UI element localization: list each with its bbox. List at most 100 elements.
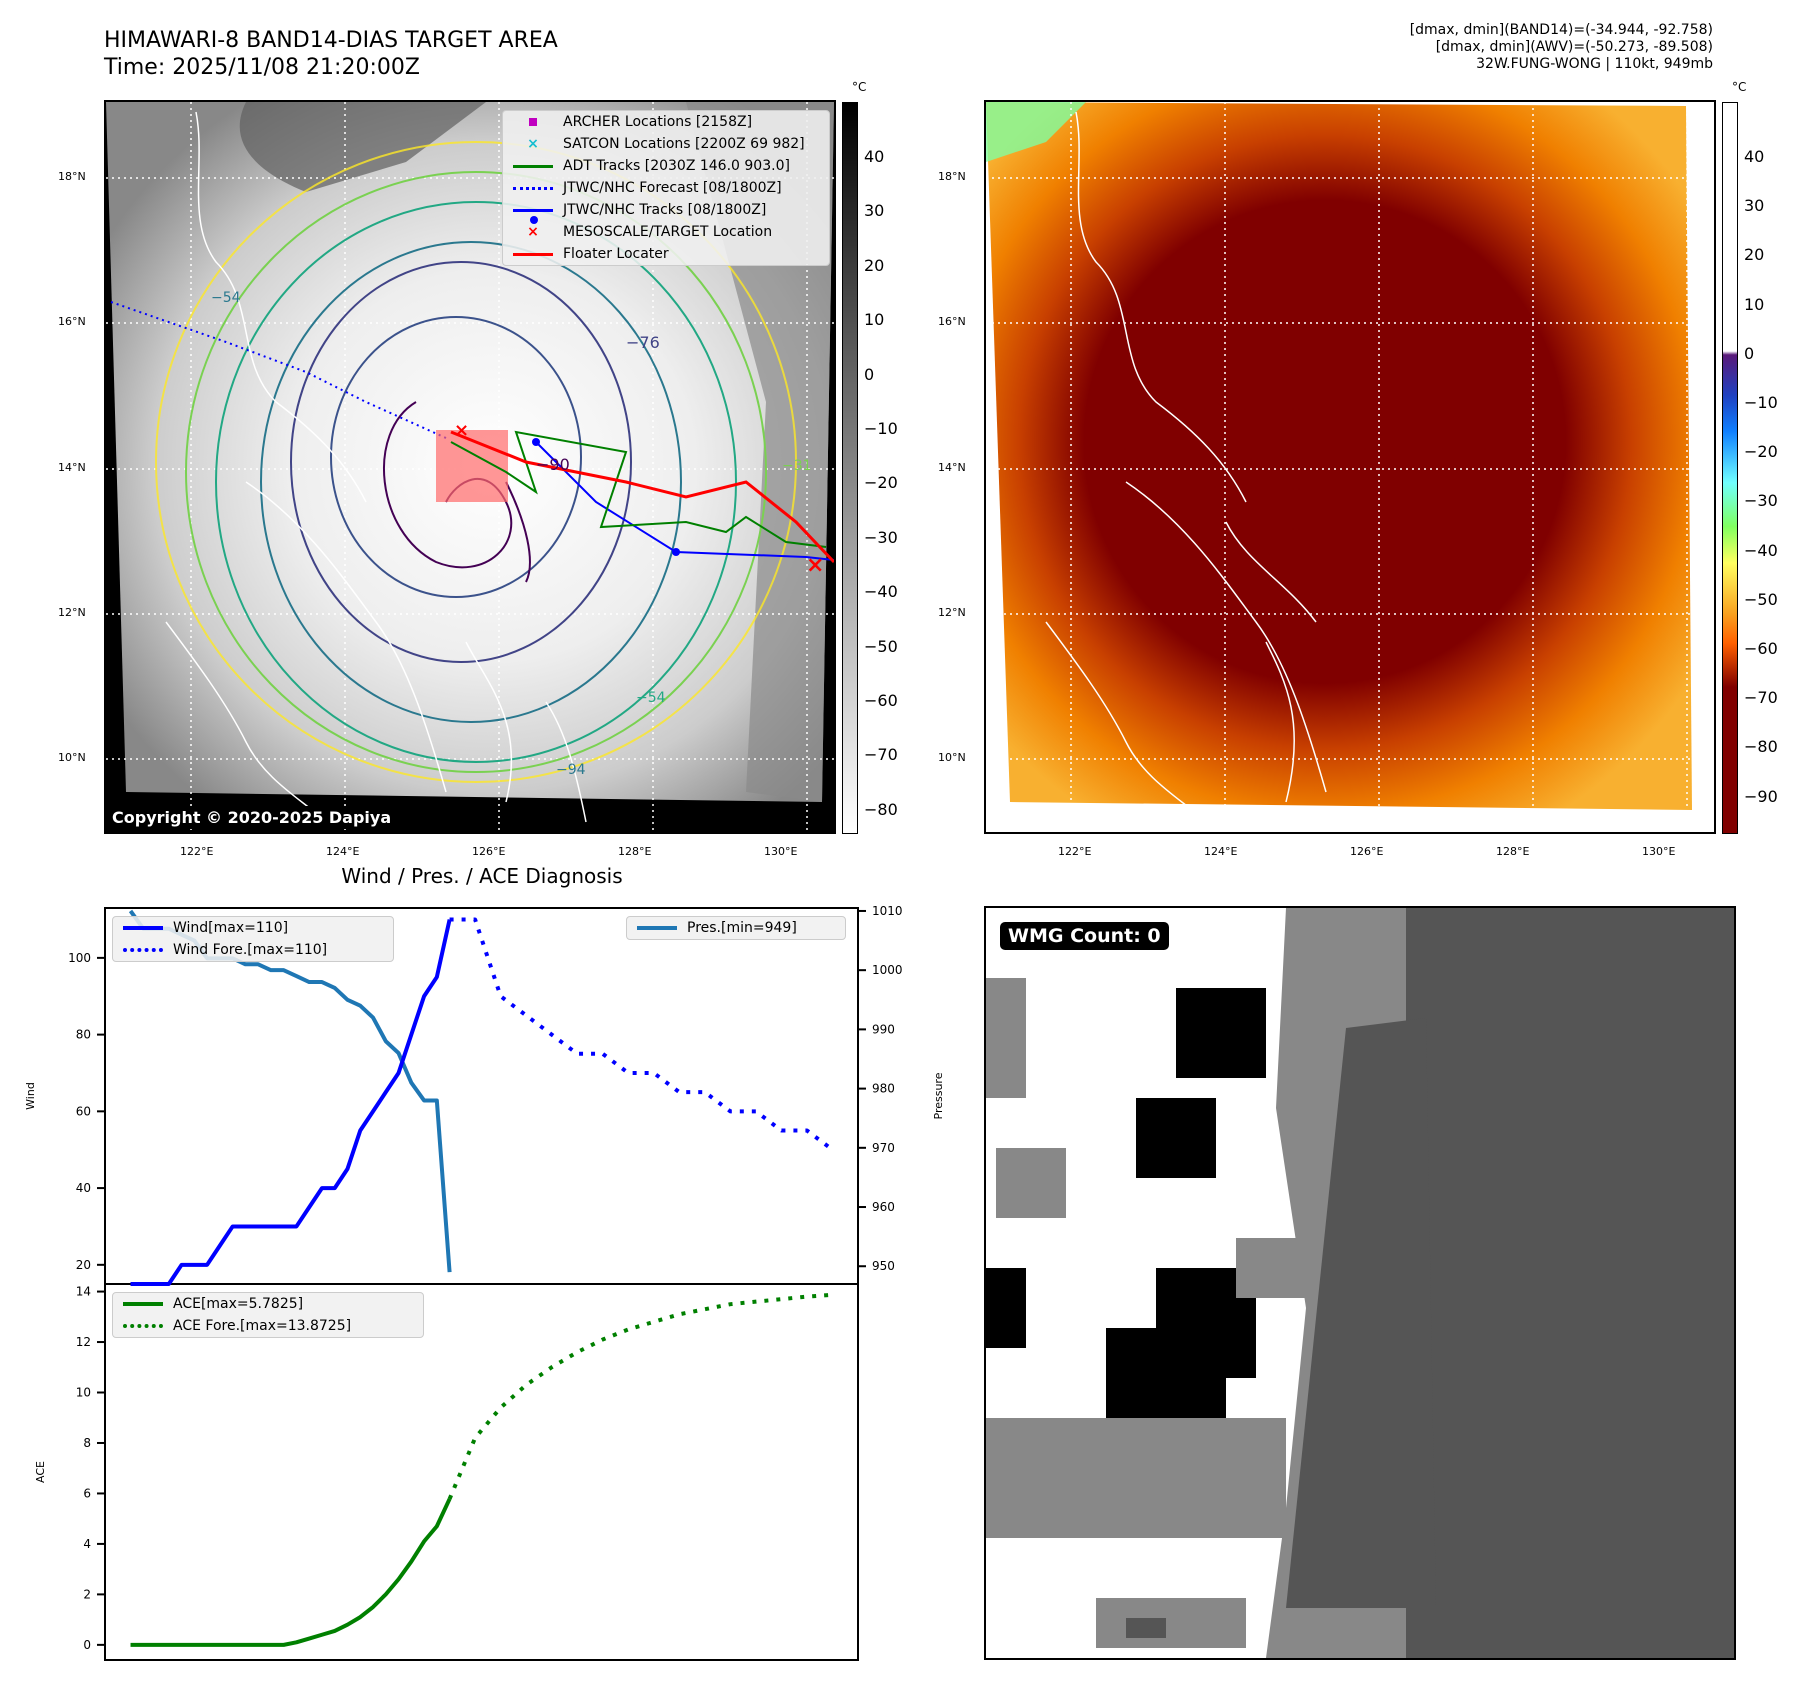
colorbar-unit: °C	[1732, 80, 1747, 94]
contour-label: −54	[636, 690, 666, 706]
awv-grid	[986, 102, 1714, 832]
legend-item-wind: Wind[max=110]	[113, 917, 393, 939]
wind-tick-label: 60	[76, 1104, 91, 1118]
lat-tick: 14°N	[58, 461, 86, 474]
legend-item-satcon: × SATCON Locations [2200Z 69 982]	[503, 133, 829, 155]
colorbar-tick: −50	[864, 636, 898, 656]
solid-line-icon	[121, 926, 165, 930]
colorbar-unit: °C	[852, 80, 867, 94]
ace-tick-label: 4	[83, 1537, 91, 1551]
colorbar-tick: 30	[1744, 196, 1765, 216]
info-block: [dmax, dmin](BAND14)=(-34.944, -92.758) …	[1410, 22, 1713, 73]
colorbar-tick: 20	[864, 255, 885, 275]
jtwc-track-point	[672, 548, 680, 556]
diagnosis-title: Wind / Pres. / ACE Diagnosis	[341, 864, 623, 888]
ace-tick-label: 6	[83, 1486, 91, 1500]
colorbar-tick: −40	[1744, 540, 1778, 560]
colorbar-tick: −20	[1744, 442, 1778, 462]
lat-tick: 10°N	[58, 751, 86, 764]
colorbar-tick: −70	[1744, 688, 1778, 708]
colorbar-tick: 10	[1744, 294, 1765, 314]
copyright-label: Copyright © 2020-2025 Dapiya	[106, 806, 398, 829]
legend-item-adt: ADT Tracks [2030Z 146.0 903.0]	[503, 155, 829, 177]
colorbar-tick: −80	[1744, 737, 1778, 757]
wind-axis-label: Wind	[24, 1082, 37, 1110]
legend-item-mesoscale: × MESOSCALE/TARGET Location	[503, 221, 829, 243]
ace-tick-label: 14	[76, 1285, 91, 1299]
wind-legend: Wind[max=110] Wind Fore.[max=110]	[112, 916, 394, 962]
colorbar-tick: 40	[1744, 147, 1765, 166]
solid-line-icon	[511, 252, 555, 256]
legend-item-ace: ACE[max=5.7825]	[113, 1293, 423, 1315]
wind-tick-label: 40	[76, 1181, 91, 1195]
x-marker-icon: ×	[527, 136, 539, 152]
legend-item-pres: Pres.[min=949]	[627, 917, 845, 939]
pres-tick-label: 1010	[872, 904, 903, 918]
lon-tick: 124°E	[326, 845, 360, 858]
contour-label: −90	[536, 455, 570, 474]
colorbar-tick: 20	[1744, 245, 1765, 265]
colorbar-tick: −30	[1744, 491, 1778, 511]
ace-tick-label: 12	[76, 1335, 91, 1349]
contour-label: −54	[211, 290, 241, 306]
solid-line-icon	[635, 926, 679, 930]
lat-tick: 12°N	[938, 606, 966, 619]
map-legend: ARCHER Locations [2158Z] × SATCON Locati…	[502, 110, 830, 266]
ir-coastlines	[165, 111, 587, 823]
lat-tick: 18°N	[58, 170, 86, 183]
info-awv: [dmax, dmin](AWV)=(-50.273, -89.508)	[1435, 39, 1713, 55]
figure-title: HIMAWARI-8 BAND14-DIAS TARGET AREA	[104, 28, 558, 53]
ace-tick-label: 10	[76, 1386, 91, 1400]
wmg-image	[986, 908, 1734, 1658]
awv-colorbar-ticks: 40 30 20 10 0 −10 −20 −30 −40 −50 −60 −70 −80 −90	[1744, 102, 1796, 832]
lat-tick: 16°N	[938, 315, 966, 328]
pres-tick-label: 970	[872, 1141, 895, 1155]
lon-tick: 122°E	[180, 845, 214, 858]
legend-item-jtwc-tracks: JTWC/NHC Tracks [08/1800Z]	[503, 199, 829, 224]
legend-item-archer: ARCHER Locations [2158Z]	[503, 111, 829, 133]
ace-axis-label: ACE	[34, 1461, 47, 1483]
ace-tick-label: 8	[83, 1436, 91, 1450]
lon-tick: 124°E	[1204, 845, 1238, 858]
ace-tick-label: 0	[83, 1638, 91, 1652]
ir-colorbar	[842, 102, 858, 834]
colorbar-tick: −70	[864, 745, 898, 765]
pres-tick-label: 1000	[872, 963, 903, 977]
contour-label: −76	[626, 333, 660, 352]
ace-legend: ACE[max=5.7825] ACE Fore.[max=13.8725]	[112, 1292, 424, 1338]
solid-line-icon	[121, 1302, 165, 1306]
dotted-line-icon	[121, 1324, 165, 1328]
awv-coastlines	[1045, 111, 1327, 823]
lon-tick: 130°E	[764, 845, 798, 858]
colorbar-tick: 0	[1744, 343, 1755, 363]
colorbar-tick: −30	[864, 527, 898, 547]
colorbar-tick: 10	[864, 310, 885, 330]
colorbar-tick: −60	[1744, 639, 1778, 658]
legend-item-wind-fore: Wind Fore.[max=110]	[113, 939, 393, 961]
square-marker-icon	[511, 118, 555, 126]
dotted-line-icon	[511, 186, 555, 190]
pres-tick-label: 980	[872, 1082, 895, 1096]
mesoscale-target-marker: ×	[806, 553, 824, 578]
jtwc-track-point	[532, 438, 540, 446]
legend-item-ace-fore: ACE Fore.[max=13.8725]	[113, 1315, 423, 1337]
ir-colorbar-ticks: 40 30 20 10 0 −10 −20 −30 −40 −50 −60 −70 −80	[864, 102, 924, 832]
info-band14: [dmax, dmin](BAND14)=(-34.944, -92.758)	[1409, 22, 1713, 38]
colorbar-tick: −20	[864, 473, 898, 493]
colorbar-tick: 40	[864, 147, 885, 166]
pres-tick-label: 950	[872, 1259, 895, 1273]
awv-colorbar	[1722, 102, 1738, 834]
lat-tick: 14°N	[938, 461, 966, 474]
contour-label: −94	[556, 762, 586, 778]
wind-tick-label: 80	[76, 1028, 91, 1042]
awv-map-panel	[984, 100, 1716, 834]
lat-tick: 18°N	[938, 170, 966, 183]
solid-line-icon	[511, 164, 555, 168]
mesoscale-target-marker: ×	[454, 420, 469, 441]
wind-forecast-line	[449, 917, 834, 1152]
colorbar-tick: −50	[1744, 589, 1778, 609]
colorbar-tick: −10	[864, 419, 898, 438]
colorbar-tick: −40	[864, 582, 898, 602]
lat-tick: 10°N	[938, 751, 966, 764]
colorbar-tick: −80	[864, 799, 898, 819]
